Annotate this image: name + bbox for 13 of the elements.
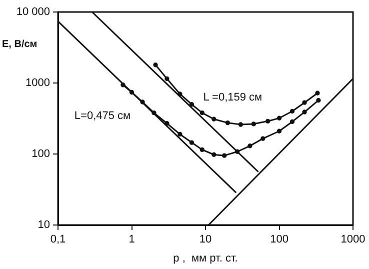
y-axis-title: E, В/см [2,38,38,50]
y-tick-label: 100 [32,148,50,160]
x-tick-label: 1 [128,234,135,246]
x-tick-label: 100 [270,234,288,246]
series-label: L=0,475 см [74,110,131,122]
x-tick-label: 10 [199,234,212,246]
series-label: L =0,159 см [203,92,262,104]
x-axis-title: p , мм рт. ст. [173,252,238,264]
y-tick-label: 1000 [26,77,50,90]
y-tick-label: 10 [38,219,50,232]
x-tick-label: 0,1 [50,234,66,246]
x-tick-label: 1000 [340,234,366,246]
y-tick-label: 10 000 [16,6,50,18]
